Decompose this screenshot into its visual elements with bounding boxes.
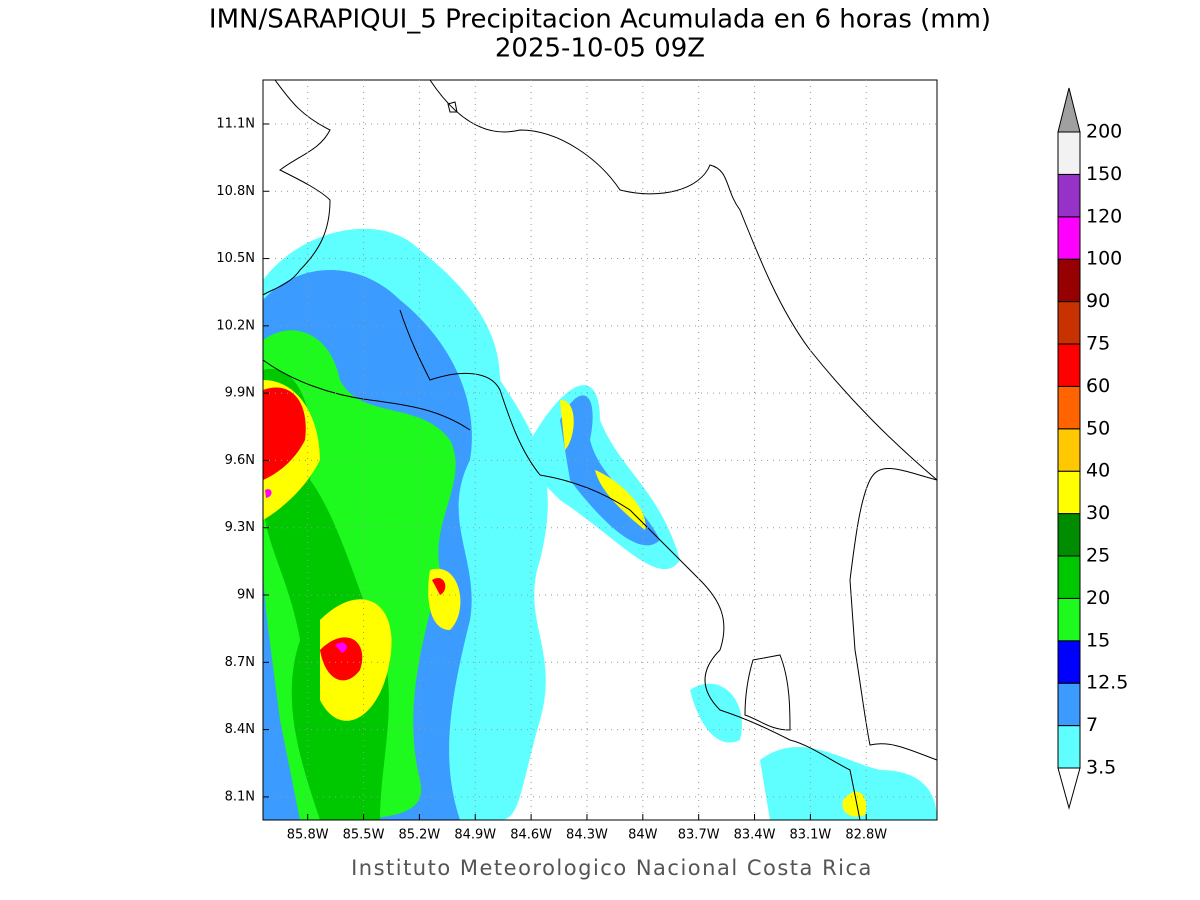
y-tick-label: 9N <box>237 588 255 603</box>
colorbar-segment <box>1057 385 1081 430</box>
coastline <box>262 79 938 821</box>
y-tick-label: 9.3N <box>225 520 255 535</box>
colorbar-segment <box>1057 301 1081 345</box>
colorbar-segment <box>1057 258 1081 303</box>
colorbar-label: 60 <box>1086 375 1110 397</box>
title: IMN/SARAPIQUI_5 Precipitacion Acumulada … <box>209 5 991 35</box>
colorbar-segment <box>1057 555 1081 599</box>
subtitle: 2025-10-05 09Z <box>495 34 705 64</box>
colorbar-segment <box>1057 597 1081 642</box>
x-tick-label: 82.8W <box>845 828 887 843</box>
x-tick-label: 84.9W <box>454 828 496 843</box>
colorbar-segment <box>1057 428 1081 472</box>
y-tick-label: 10.8N <box>216 184 255 199</box>
footer: Instituto Meteorologico Nacional Costa R… <box>351 856 873 880</box>
x-tick-label: 85.8W <box>287 828 329 843</box>
colorbar-label: 30 <box>1086 502 1110 524</box>
colorbar-label: 25 <box>1086 545 1110 567</box>
colorbar-segment <box>1057 640 1081 684</box>
y-tick-label: 11.1N <box>216 116 255 131</box>
colorbar-segment <box>1057 682 1081 727</box>
x-tick-label: 85.5W <box>343 828 385 843</box>
precipitation-field <box>263 228 937 820</box>
colorbar-label: 100 <box>1086 248 1122 270</box>
colorbar-segment <box>1057 131 1081 175</box>
colorbar-label: 150 <box>1086 163 1122 185</box>
y-tick-label: 9.6N <box>225 453 255 468</box>
x-tick-label: 83.1W <box>789 828 831 843</box>
colorbar-segment <box>1057 470 1081 515</box>
map-frame <box>262 79 938 821</box>
colorbar-segment <box>1057 725 1081 769</box>
colorbar-label: 7 <box>1086 714 1098 736</box>
colorbar-label: 120 <box>1086 205 1122 227</box>
colorbar-label: 75 <box>1086 333 1110 355</box>
colorbar-segment <box>1057 173 1081 218</box>
colorbar-segment <box>1057 343 1081 387</box>
y-tick-label: 10.5N <box>216 251 255 266</box>
colorbar-label: 12.5 <box>1086 672 1128 694</box>
colorbar-label: 90 <box>1086 290 1110 312</box>
x-tick-label: 83.4W <box>734 828 776 843</box>
colorbar-under <box>1057 767 1081 810</box>
x-tick-label: 84.6W <box>510 828 552 843</box>
colorbar-label: 3.5 <box>1086 757 1116 779</box>
y-tick-label: 10.2N <box>216 318 255 333</box>
colorbar-segment <box>1057 216 1081 260</box>
x-tick-label: 83.7W <box>678 828 720 843</box>
colorbar-label: 15 <box>1086 629 1110 651</box>
x-tick-label: 84W <box>628 828 658 843</box>
y-tick-label: 8.7N <box>225 655 255 670</box>
colorbar-over <box>1057 87 1081 133</box>
colorbar-label: 200 <box>1086 121 1122 143</box>
x-tick-label: 84.3W <box>566 828 608 843</box>
colorbar-label: 50 <box>1086 417 1110 439</box>
colorbar-label: 40 <box>1086 460 1110 482</box>
colorbar-segment <box>1057 513 1081 557</box>
colorbar-label: 20 <box>1086 587 1110 609</box>
y-tick-label: 8.1N <box>225 789 255 804</box>
y-tick-label: 8.4N <box>225 722 255 737</box>
y-tick-label: 9.9N <box>225 386 255 401</box>
x-tick-label: 85.2W <box>398 828 440 843</box>
